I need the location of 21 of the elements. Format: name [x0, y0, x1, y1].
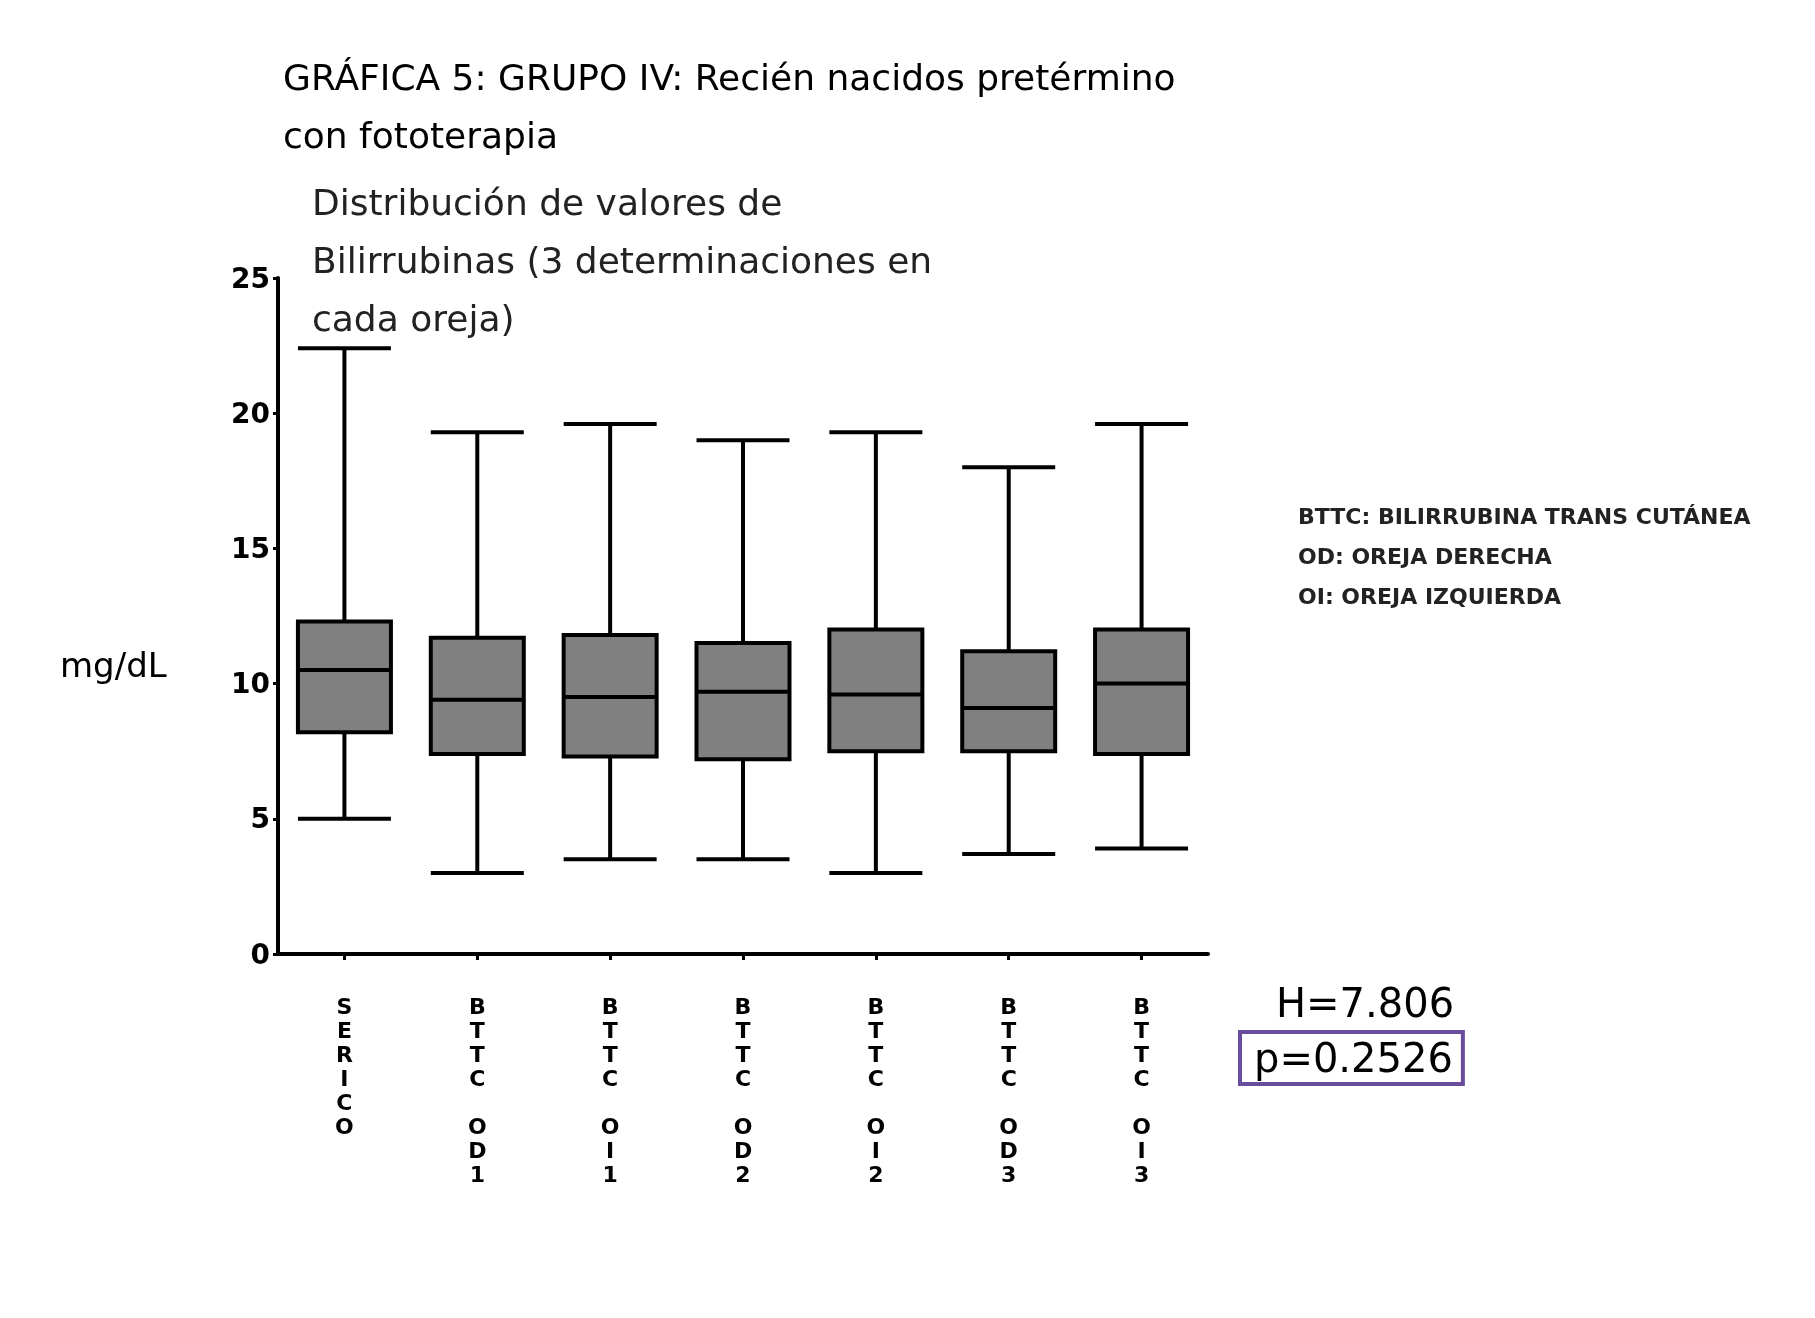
x-tick-label: BTTC OI1 [600, 993, 620, 1187]
x-tick-label: SERICO [335, 993, 354, 1139]
chart-subtitle: Distribución de valores de Bilirrubinas (3 determinaciones en cada oreja) [312, 181, 944, 339]
chart-title: GRÁFICA 5: GRUPO IV: Recién nacidos pretérmino con fototerapia [283, 56, 1188, 156]
text: BTTC: BILIRRUBINA TRANS CUTÁNEA [1298, 503, 1751, 529]
y-tick-label: 15 [231, 531, 270, 565]
x-tick-label: BTTC OI3 [1132, 993, 1151, 1187]
x-tick-label: BTTC OD2 [733, 993, 753, 1187]
x-tick-label: BTTC OD1 [467, 993, 487, 1187]
y-tick-label: 5 [250, 802, 270, 836]
y-tick-label: 0 [250, 937, 270, 971]
x-tick-label: BTTC OD3 [999, 993, 1019, 1187]
y-tick-label: 25 [231, 261, 270, 295]
text: OD: OREJA DERECHA [1298, 543, 1552, 569]
text: OI: OREJA IZQUIERDA [1298, 583, 1562, 609]
x-tick-label: BTTC OI2 [866, 993, 886, 1187]
text: p=0.2526 [1254, 1035, 1453, 1081]
y-tick-label: 10 [231, 667, 270, 701]
y-tick-label: 20 [231, 396, 270, 430]
text: H=7.806 [1276, 980, 1455, 1026]
y-axis-title: mg/dL [60, 645, 167, 685]
